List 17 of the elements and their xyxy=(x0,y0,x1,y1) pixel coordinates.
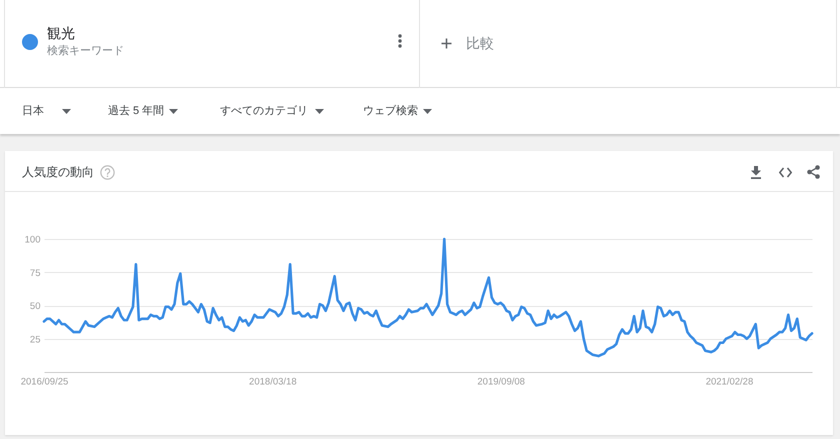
chart-title: 人気度の動向 xyxy=(22,164,94,180)
y-tick-label: 25 xyxy=(30,334,40,346)
text: 日本 xyxy=(22,104,44,118)
legend-label: 観光 xyxy=(47,24,75,42)
x-tick-label: 2019/09/08 xyxy=(477,376,525,388)
x-tick-label: 2021/02/28 xyxy=(706,376,754,388)
y-tick-label: 75 xyxy=(30,268,40,279)
y-tick-label: 50 xyxy=(30,301,40,312)
text: ウェブ検索 xyxy=(363,104,418,118)
text: 過去 5 年間 xyxy=(108,104,164,118)
x-tick-label: 2018/03/18 xyxy=(249,376,297,388)
text: 検索キーワード xyxy=(47,44,124,58)
line-series xyxy=(42,238,814,358)
text: すべてのカテゴリ xyxy=(220,104,308,118)
x-tick-label: 2016/09/25 xyxy=(20,376,68,388)
y-tick-label: 100 xyxy=(24,234,40,246)
text: 比較 xyxy=(466,34,494,52)
